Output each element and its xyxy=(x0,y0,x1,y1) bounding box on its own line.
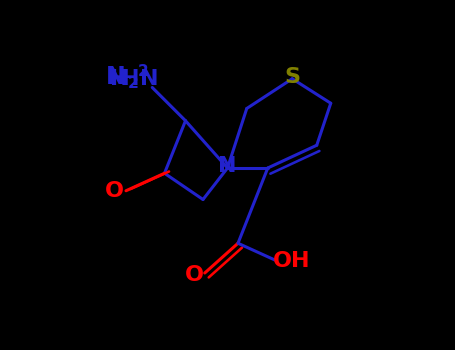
Text: N: N xyxy=(218,156,237,176)
Text: OH: OH xyxy=(273,251,310,271)
Text: $\mathregular{H_2N}$: $\mathregular{H_2N}$ xyxy=(109,67,157,91)
Text: 2: 2 xyxy=(138,64,149,79)
Text: S: S xyxy=(284,67,300,87)
Text: N: N xyxy=(106,65,126,89)
Text: O: O xyxy=(185,265,204,285)
Text: H: H xyxy=(121,69,138,89)
Text: O: O xyxy=(105,181,124,201)
